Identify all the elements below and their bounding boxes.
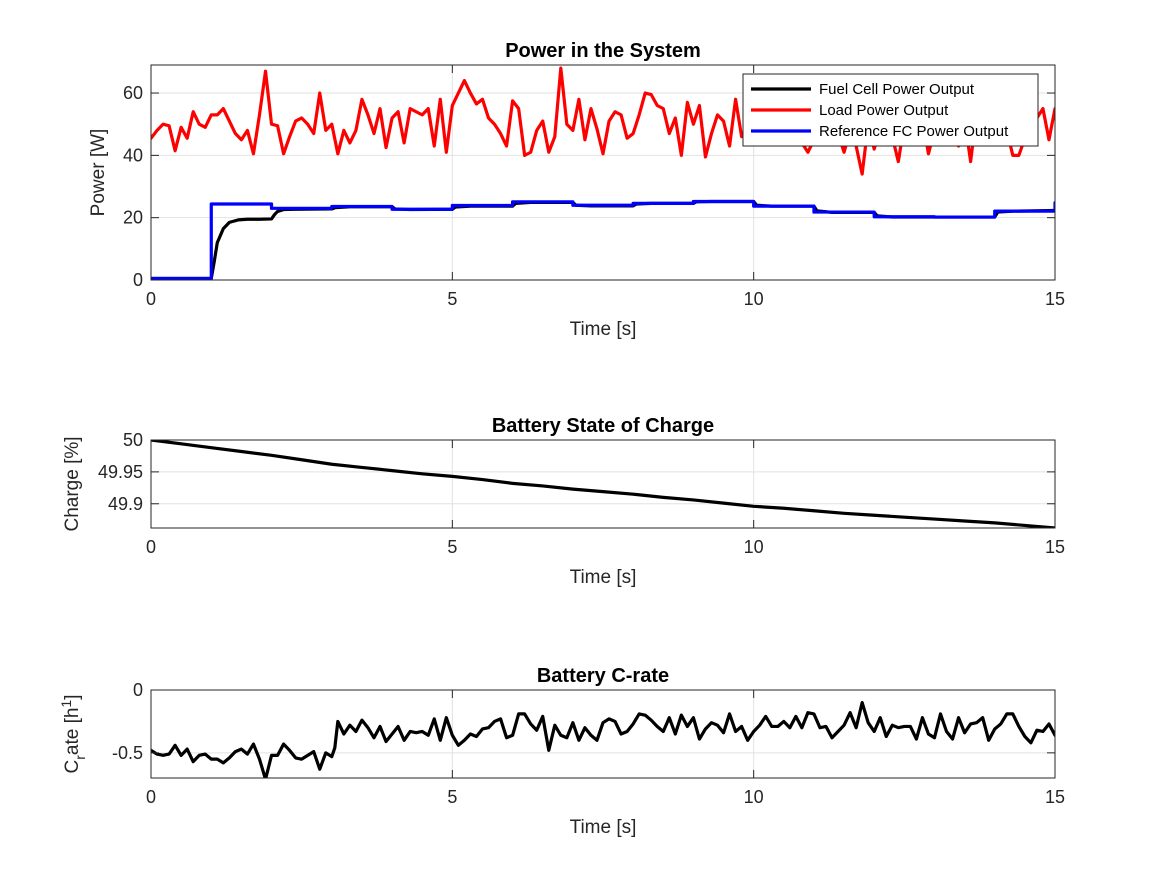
chart-title: Power in the System	[505, 40, 701, 62]
series-line	[151, 440, 1055, 528]
x-tick-label: 5	[447, 289, 457, 309]
x-tick-label: 10	[744, 537, 764, 557]
subplot-3: 0 5 10 15 -0.5 0 Battery C-rate Time [s] Crate […	[58, 665, 1065, 838]
plot-area	[151, 440, 1055, 528]
x-axis-label: Time [s]	[570, 567, 637, 588]
axes-frame	[150, 689, 1056, 779]
x-tick-label: 0	[146, 537, 156, 557]
x-axis-label: Time [s]	[570, 319, 637, 340]
y-tick-label: 40	[123, 145, 143, 165]
subplot-1: 0 5 10 15 0 20 40 60 Power in the System Time [s]…	[88, 40, 1065, 340]
chart-title: Battery C-rate	[537, 665, 669, 687]
x-tick-label: 5	[447, 537, 457, 557]
x-tick-label: 0	[146, 787, 156, 807]
x-axis-label: Time [s]	[570, 817, 637, 838]
plot-area	[151, 690, 1055, 778]
legend-entry: Reference FC Power Output	[819, 123, 1009, 140]
y-tick-label: 60	[123, 83, 143, 103]
x-tick-label: 10	[744, 787, 764, 807]
chart-title: Battery State of Charge	[492, 415, 714, 437]
axes-frame	[150, 64, 1056, 281]
y-axis-label: Charge [%]	[62, 436, 83, 531]
y-tick-label: 49.95	[98, 462, 143, 482]
subplot-2: 0 5 10 15 49.9 49.95 50 Battery State of Charge…	[62, 415, 1065, 588]
y-tick-label: 0	[133, 270, 143, 290]
y-axis-label: Crate [h1]	[58, 694, 88, 773]
x-tick-label: 15	[1045, 289, 1065, 309]
y-tick-label: 50	[123, 430, 143, 450]
y-tick-label: 49.9	[108, 494, 143, 514]
legend: Fuel Cell Power Output Load Power Output R…	[742, 73, 1039, 147]
x-tick-label: 15	[1045, 787, 1065, 807]
reference-fc-power-output-line	[151, 199, 1055, 280]
y-tick-label: -0.5	[112, 743, 143, 763]
y-tick-label: 20	[123, 208, 143, 228]
x-tick-label: 10	[744, 289, 764, 309]
x-tick-label: 0	[146, 289, 156, 309]
legend-entry: Fuel Cell Power Output	[819, 81, 975, 98]
y-tick-label: 0	[133, 680, 143, 700]
x-tick-label: 15	[1045, 537, 1065, 557]
y-axis-label: Power [W]	[88, 129, 109, 217]
x-tick-label: 5	[447, 787, 457, 807]
axes-frame	[150, 439, 1056, 529]
series-line	[151, 700, 1055, 778]
legend-entry: Load Power Output	[819, 102, 949, 119]
